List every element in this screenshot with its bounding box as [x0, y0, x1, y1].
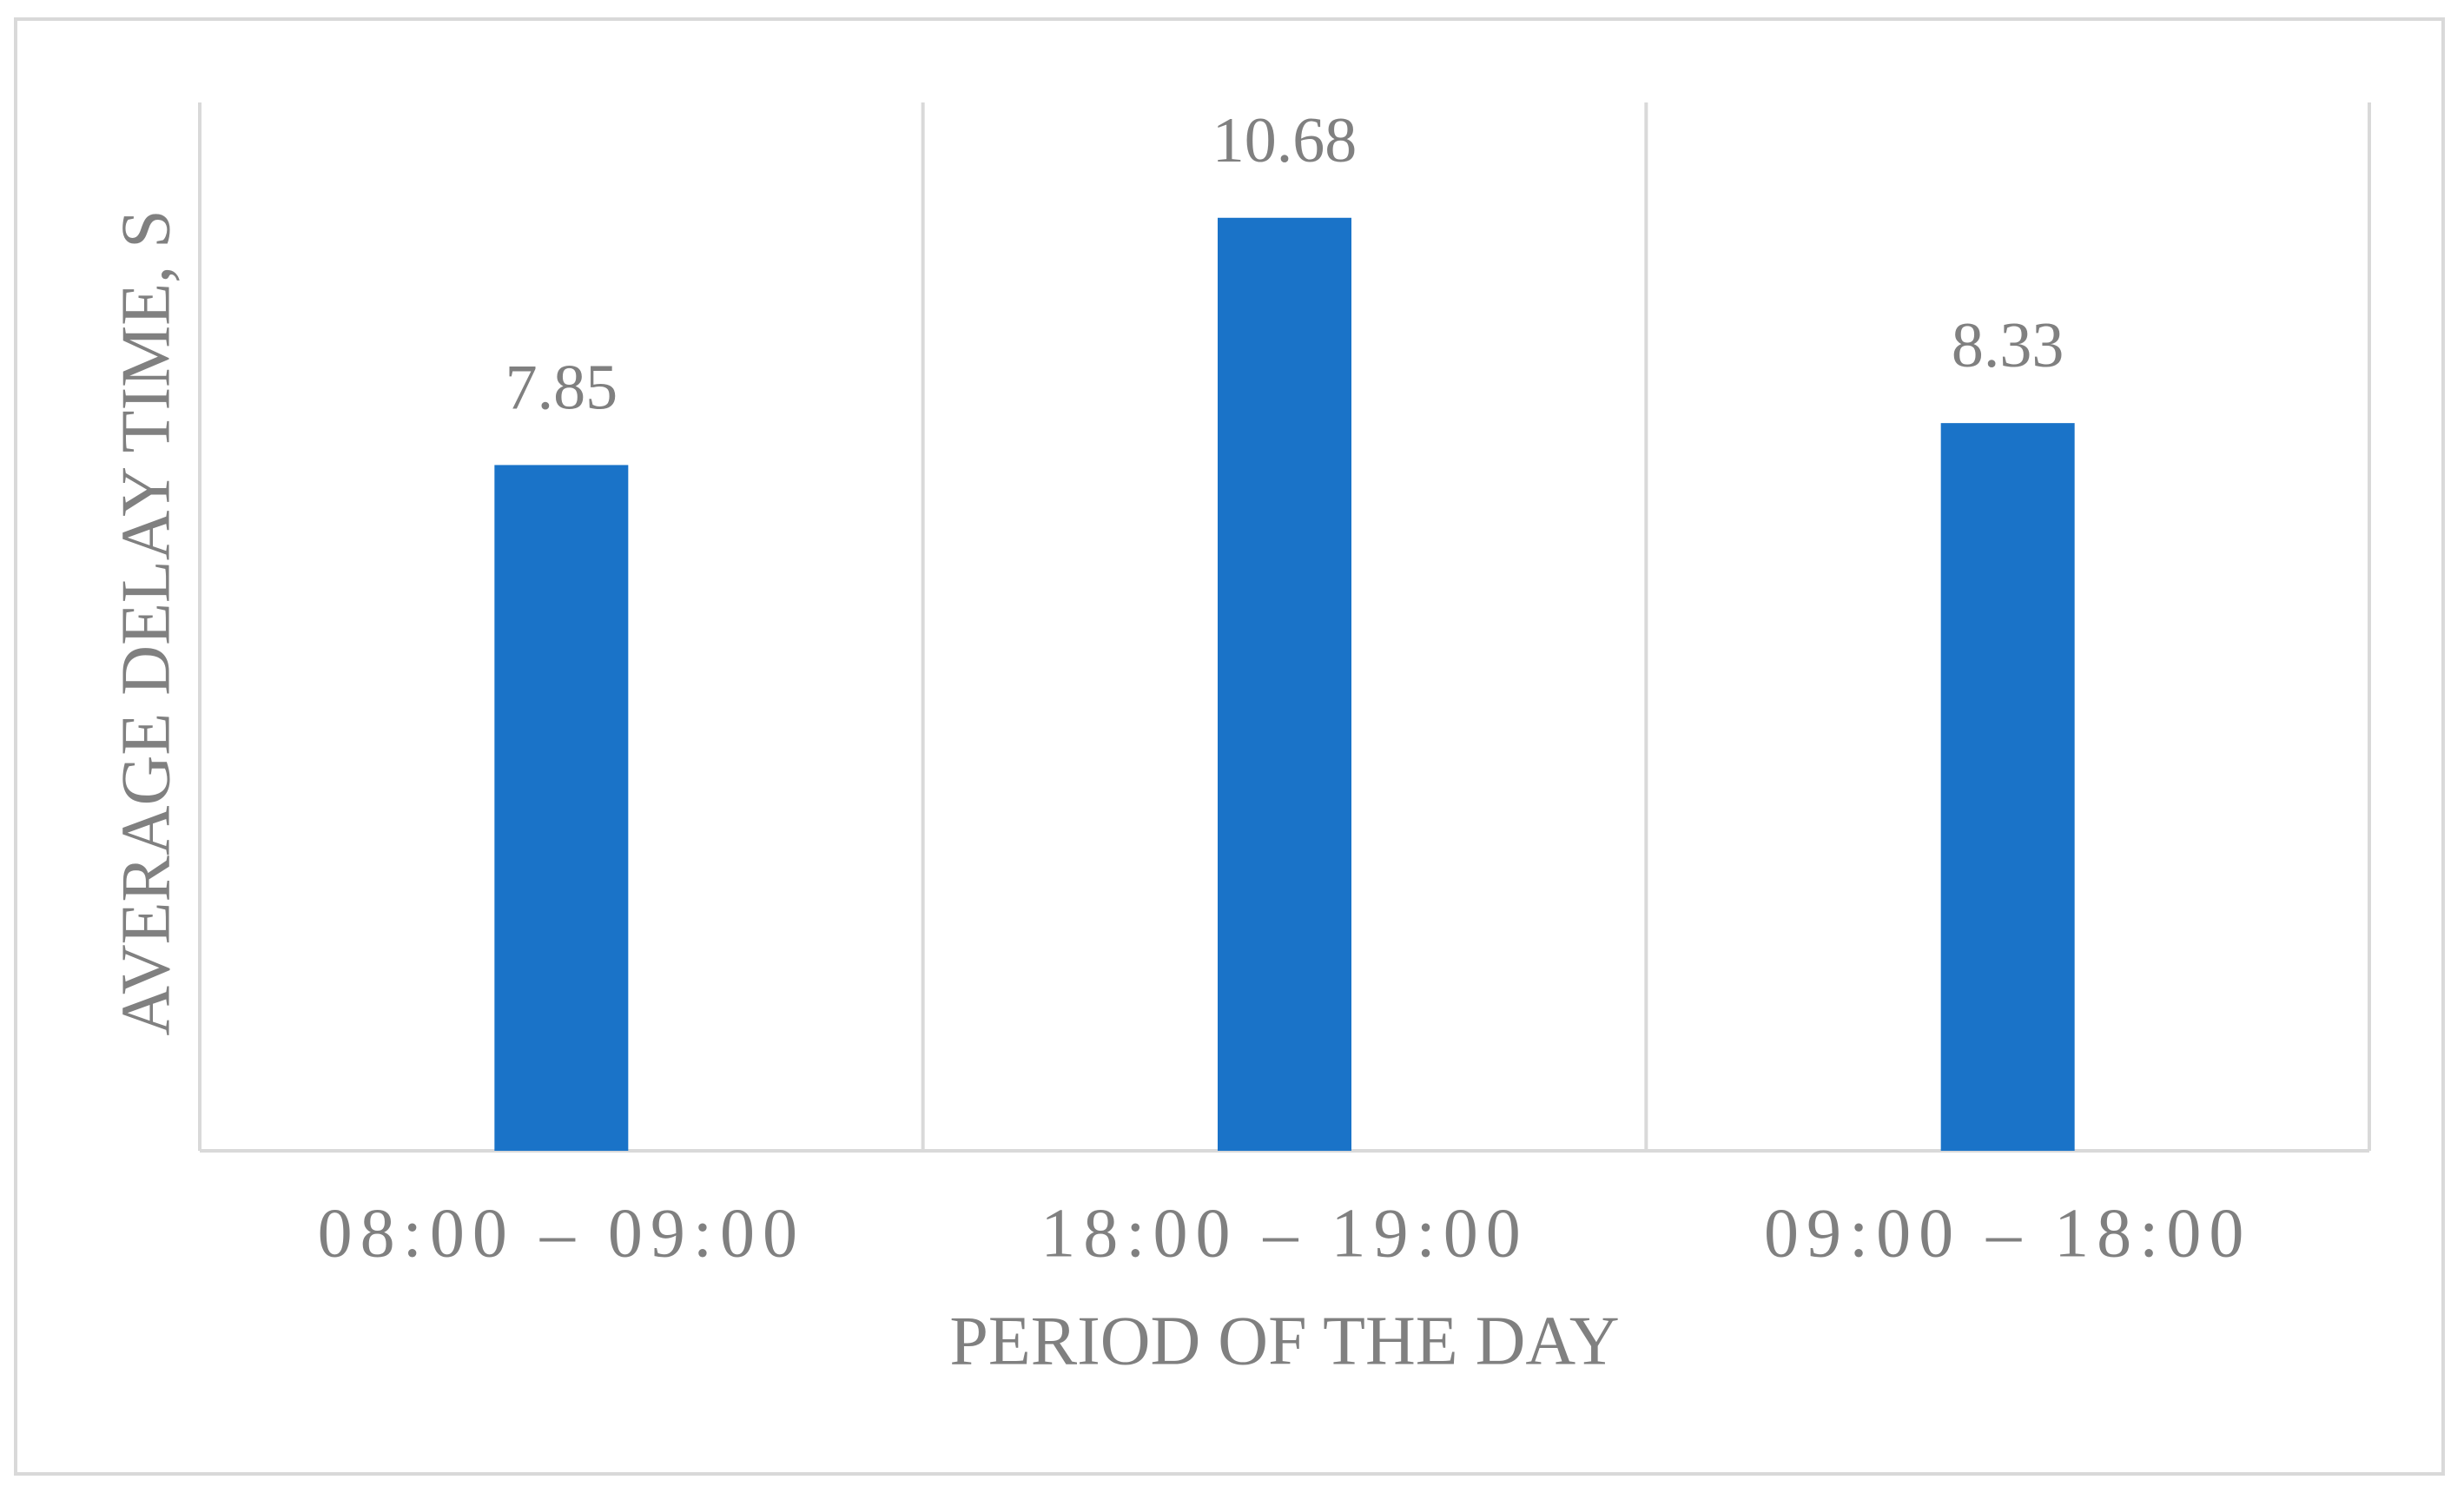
bar	[1940, 423, 2075, 1151]
bar	[494, 465, 629, 1151]
x-tick-label: 09:00 – 18:00	[1764, 1195, 2251, 1272]
x-tick-label: 08:00 – 09:00	[318, 1195, 805, 1272]
x-tick-label: 18:00 – 19:00	[1040, 1195, 1528, 1272]
value-label: 10.68	[1212, 105, 1358, 176]
x-axis-title: PERIOD OF THE DAY	[949, 1303, 1619, 1379]
value-label: 7.85	[505, 352, 618, 423]
value-label: 8.33	[1952, 310, 2064, 381]
bar	[1218, 217, 1351, 1151]
y-axis-title: AVERAGE DELAY TIME, S	[108, 209, 184, 1035]
